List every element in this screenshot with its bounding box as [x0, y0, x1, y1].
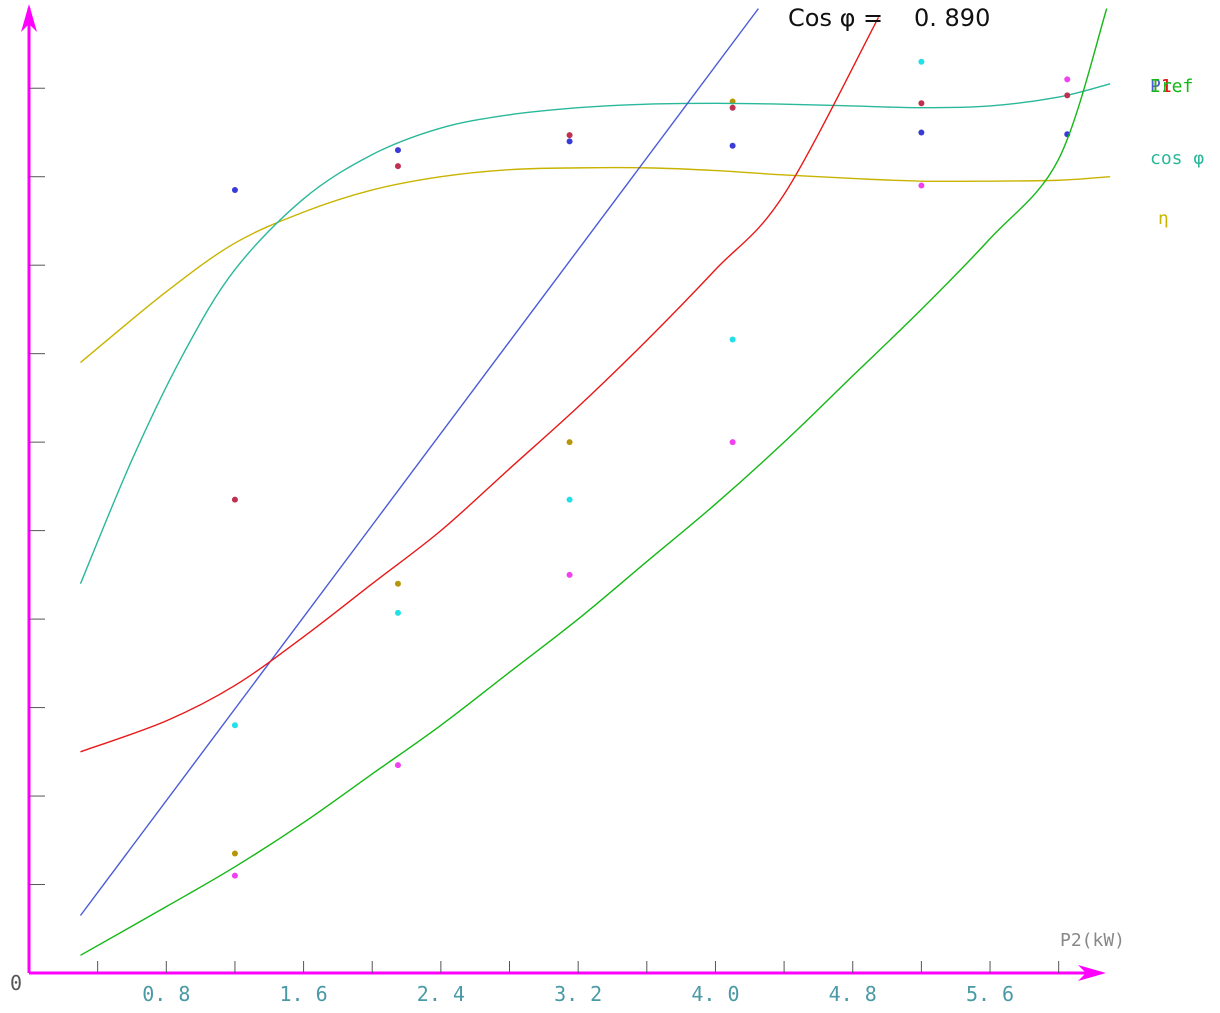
cos-phi-value: 0. 890: [914, 4, 990, 32]
data-point: [918, 129, 925, 136]
data-point: [231, 850, 238, 857]
data-point: [566, 138, 573, 145]
data-point: [394, 580, 401, 587]
series-label-p1: P1: [1150, 76, 1172, 97]
x-axis-arrow: [1078, 965, 1106, 981]
series-label-cos-: cos φ: [1150, 148, 1204, 169]
data-point: [566, 496, 573, 503]
x-tick-label: 0. 8: [142, 982, 190, 1006]
x-tick-marks: [97, 961, 1060, 973]
series-line-p1: [79, 8, 759, 916]
y-axis-arrow: [21, 4, 37, 32]
x-tick-label: 1. 6: [279, 982, 327, 1006]
series-label-iref: Iref: [1150, 76, 1193, 97]
x-axis-title: P2(kW): [1060, 930, 1125, 951]
data-point: [394, 163, 401, 170]
series--: [80, 98, 1111, 857]
x-tick-label: 5. 6: [966, 982, 1014, 1006]
data-point: [918, 100, 925, 107]
y-tick-marks: [29, 87, 45, 886]
series-label--: η: [1158, 208, 1169, 229]
x-tick-label: 3. 2: [554, 982, 602, 1006]
series-p1: [79, 8, 1071, 916]
x-tick-label: 4. 0: [691, 982, 739, 1006]
origin-label: 0: [10, 971, 22, 995]
cos-phi-label: Cos φ =: [788, 4, 883, 32]
data-point: [231, 722, 238, 729]
series-line--: [80, 166, 1111, 364]
series-i1: [80, 17, 925, 753]
data-point: [918, 58, 925, 65]
data-point: [729, 142, 736, 149]
series-label-i1: I1: [1150, 76, 1172, 97]
data-point: [394, 147, 401, 154]
data-point: [1064, 92, 1071, 99]
series-line-iref: [80, 8, 1108, 956]
series-iref: [80, 8, 1108, 956]
series-group: [79, 8, 1111, 956]
data-point: [231, 496, 238, 503]
data-point: [729, 336, 736, 343]
data-point: [394, 762, 401, 769]
x-tick-labels: 0. 8 1. 6 2. 4 3. 2 4. 0 4. 8 5. 6: [142, 982, 1014, 1006]
series-cos-: [79, 83, 1111, 584]
data-point: [394, 609, 401, 616]
data-point: [729, 104, 736, 111]
series-line-cos-: [79, 83, 1111, 584]
data-point: [231, 872, 238, 879]
axes: [21, 4, 1106, 981]
series-line-i1: [80, 17, 880, 753]
x-tick-label: 2. 4: [417, 982, 465, 1006]
data-point: [918, 182, 925, 189]
data-point: [566, 439, 573, 446]
data-point: [1064, 76, 1071, 83]
data-point: [231, 186, 238, 193]
data-point: [566, 132, 573, 139]
data-point: [566, 571, 573, 578]
x-tick-label: 4. 8: [829, 982, 877, 1006]
data-point: [729, 439, 736, 446]
